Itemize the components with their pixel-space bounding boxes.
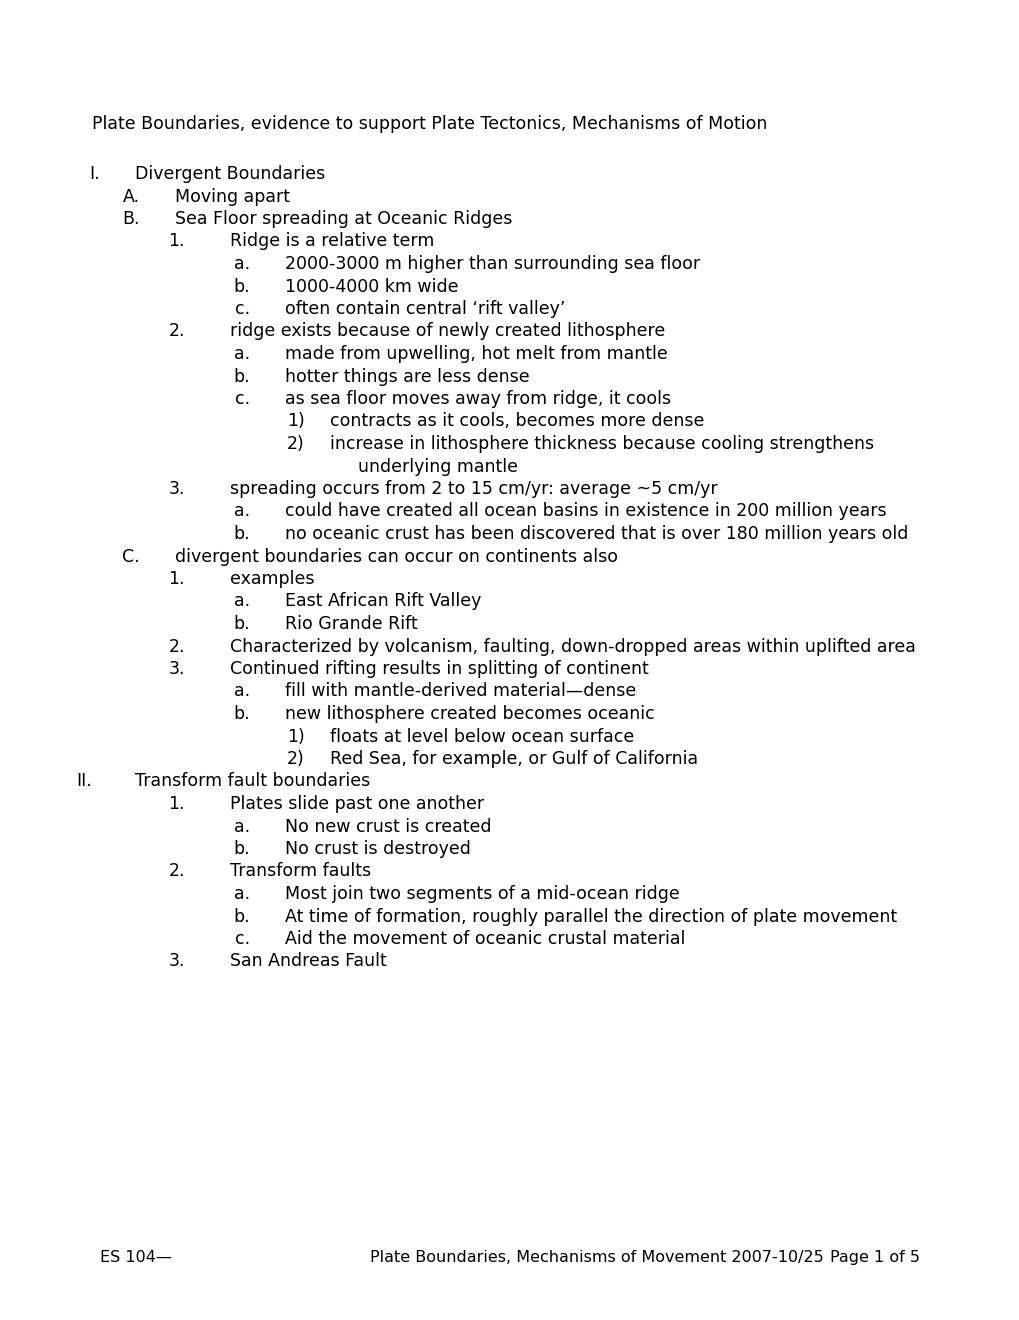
Text: ridge exists because of newly created lithosphere: ridge exists because of newly created li… (229, 322, 664, 341)
Text: A.: A. (122, 187, 140, 206)
Text: 1.: 1. (168, 232, 184, 251)
Text: C.: C. (122, 548, 140, 565)
Text: Continued rifting results in splitting of continent: Continued rifting results in splitting o… (229, 660, 648, 678)
Text: 3.: 3. (168, 953, 184, 970)
Text: a.: a. (233, 884, 250, 903)
Text: a.: a. (233, 345, 250, 363)
Text: No new crust is created: No new crust is created (284, 817, 491, 836)
Text: floats at level below ocean surface: floats at level below ocean surface (330, 727, 634, 746)
Text: Most join two segments of a mid-ocean ridge: Most join two segments of a mid-ocean ri… (284, 884, 679, 903)
Text: B.: B. (122, 210, 140, 228)
Text: No crust is destroyed: No crust is destroyed (284, 840, 471, 858)
Text: b.: b. (233, 840, 250, 858)
Text: increase in lithosphere thickness because cooling strengthens: increase in lithosphere thickness becaus… (330, 436, 873, 453)
Text: no oceanic crust has been discovered that is over 180 million years old: no oceanic crust has been discovered tha… (284, 525, 908, 543)
Text: a.: a. (233, 817, 250, 836)
Text: Transform faults: Transform faults (229, 862, 371, 880)
Text: ES 104—: ES 104— (100, 1250, 172, 1265)
Text: Rio Grande Rift: Rio Grande Rift (284, 615, 418, 634)
Text: b.: b. (233, 705, 250, 723)
Text: a.: a. (233, 593, 250, 610)
Text: a.: a. (233, 503, 250, 520)
Text: Characterized by volcanism, faulting, down-dropped areas within uplifted area: Characterized by volcanism, faulting, do… (229, 638, 915, 656)
Text: hotter things are less dense: hotter things are less dense (284, 367, 529, 385)
Text: b.: b. (233, 615, 250, 634)
Text: b.: b. (233, 367, 250, 385)
Text: 1): 1) (287, 412, 305, 430)
Text: San Andreas Fault: San Andreas Fault (229, 953, 386, 970)
Text: 2000-3000 m higher than surrounding sea floor: 2000-3000 m higher than surrounding sea … (284, 255, 699, 273)
Text: Transform fault boundaries: Transform fault boundaries (135, 772, 370, 791)
Text: a.: a. (233, 682, 250, 701)
Text: contracts as it cools, becomes more dense: contracts as it cools, becomes more dens… (330, 412, 704, 430)
Text: East African Rift Valley: East African Rift Valley (284, 593, 481, 610)
Text: Page 1 of 5: Page 1 of 5 (829, 1250, 919, 1265)
Text: often contain central ‘rift valley’: often contain central ‘rift valley’ (284, 300, 565, 318)
Text: 1.: 1. (168, 795, 184, 813)
Text: II.: II. (76, 772, 92, 791)
Text: 1000-4000 km wide: 1000-4000 km wide (284, 277, 459, 296)
Text: c.: c. (234, 389, 250, 408)
Text: 2.: 2. (168, 322, 184, 341)
Text: divergent boundaries can occur on continents also: divergent boundaries can occur on contin… (175, 548, 618, 565)
Text: b.: b. (233, 277, 250, 296)
Text: 2): 2) (287, 750, 305, 768)
Text: 2.: 2. (168, 638, 184, 656)
Text: made from upwelling, hot melt from mantle: made from upwelling, hot melt from mantl… (284, 345, 667, 363)
Text: 3.: 3. (168, 660, 184, 678)
Text: as sea floor moves away from ridge, it cools: as sea floor moves away from ridge, it c… (284, 389, 671, 408)
Text: b.: b. (233, 908, 250, 925)
Text: examples: examples (229, 570, 314, 587)
Text: 1.: 1. (168, 570, 184, 587)
Text: c.: c. (234, 931, 250, 948)
Text: Sea Floor spreading at Oceanic Ridges: Sea Floor spreading at Oceanic Ridges (175, 210, 512, 228)
Text: Plate Boundaries, Mechanisms of Movement 2007-10/25: Plate Boundaries, Mechanisms of Movement… (370, 1250, 823, 1265)
Text: Red Sea, for example, or Gulf of California: Red Sea, for example, or Gulf of Califor… (330, 750, 697, 768)
Text: I.: I. (90, 165, 100, 183)
Text: 1): 1) (287, 727, 305, 746)
Text: Plates slide past one another: Plates slide past one another (229, 795, 484, 813)
Text: c.: c. (234, 300, 250, 318)
Text: fill with mantle-derived material—dense: fill with mantle-derived material—dense (284, 682, 636, 701)
Text: 3.: 3. (168, 480, 184, 498)
Text: 2.: 2. (168, 862, 184, 880)
Text: could have created all ocean basins in existence in 200 million years: could have created all ocean basins in e… (284, 503, 886, 520)
Text: new lithosphere created becomes oceanic: new lithosphere created becomes oceanic (284, 705, 654, 723)
Text: a.: a. (233, 255, 250, 273)
Text: spreading occurs from 2 to 15 cm/yr: average ~5 cm/yr: spreading occurs from 2 to 15 cm/yr: ave… (229, 480, 717, 498)
Text: Divergent Boundaries: Divergent Boundaries (135, 165, 325, 183)
Text: Ridge is a relative term: Ridge is a relative term (229, 232, 434, 251)
Text: At time of formation, roughly parallel the direction of plate movement: At time of formation, roughly parallel t… (284, 908, 897, 925)
Text: Moving apart: Moving apart (175, 187, 289, 206)
Text: Plate Boundaries, evidence to support Plate Tectonics, Mechanisms of Motion: Plate Boundaries, evidence to support Pl… (92, 115, 766, 133)
Text: 2): 2) (287, 436, 305, 453)
Text: underlying mantle: underlying mantle (358, 458, 518, 475)
Text: Aid the movement of oceanic crustal material: Aid the movement of oceanic crustal mate… (284, 931, 685, 948)
Text: b.: b. (233, 525, 250, 543)
